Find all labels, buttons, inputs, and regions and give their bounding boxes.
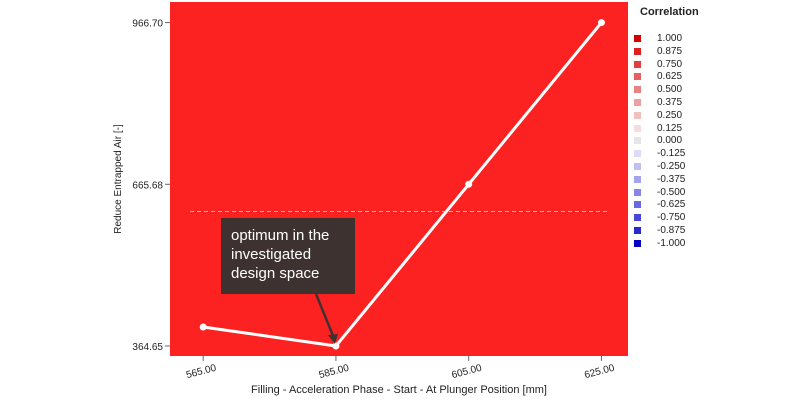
legend-swatch: [634, 239, 641, 247]
legend-label: 1.000: [657, 33, 683, 44]
legend-swatch: [634, 137, 641, 145]
legend-label: -0.125: [657, 148, 686, 160]
legend-label: 0.625: [657, 71, 683, 83]
legend-swatch: [634, 214, 641, 222]
legend-label: 0.500: [657, 84, 683, 96]
legend-swatch: [634, 188, 641, 196]
data-point: [332, 342, 340, 350]
legend-label: -0.500: [657, 186, 686, 198]
legend-swatch: [634, 201, 641, 209]
legend-label: -0.375: [657, 173, 686, 185]
data-point: [465, 180, 473, 188]
legend-label: 0.375: [657, 97, 683, 108]
legend-swatch: [634, 124, 641, 132]
y-tick-label: 364.65: [132, 342, 163, 353]
data-points: [199, 19, 605, 350]
legend-label: 0.000: [657, 135, 683, 147]
legend: Correlation 1.000 0.875 0.750 0.625 0.500 0.3…: [632, 0, 792, 260]
y-tick-label: 966.70: [132, 19, 163, 30]
data-point: [199, 323, 207, 331]
series-line: [202, 21, 603, 348]
x-tick-label: 625.00: [583, 363, 616, 382]
x-axis: 565.00 585.00 605.00 625.00: [185, 356, 616, 381]
legend-swatch: [634, 73, 641, 81]
legend-title: Correlation: [640, 6, 699, 18]
legend-swatch: [634, 35, 641, 42]
legend-label: 0.250: [657, 109, 683, 121]
data-point: [597, 19, 605, 27]
legend-label: -0.875: [657, 225, 686, 236]
legend-swatch: [634, 150, 641, 158]
legend-label: -0.250: [657, 161, 686, 172]
legend-label: -0.750: [657, 212, 686, 224]
x-axis-label: Filling - Acceleration Phase - Start - A…: [251, 384, 547, 396]
legend-label: 0.750: [657, 58, 683, 70]
legend-swatch: [634, 227, 641, 234]
legend-swatch: [634, 99, 641, 106]
y-axis: 364.65 665.68 966.70: [132, 19, 170, 353]
legend-swatch: [634, 163, 641, 170]
y-tick-label: 665.68: [132, 180, 163, 191]
legend-label: 0.125: [657, 122, 683, 134]
legend-label: -0.625: [657, 199, 686, 211]
x-tick-label: 585.00: [318, 363, 351, 382]
arrow-head: [327, 333, 338, 344]
legend-label: 0.875: [657, 45, 683, 57]
legend-label: -1.000: [657, 237, 686, 249]
legend-swatch: [634, 86, 641, 94]
legend-swatch: [634, 60, 641, 68]
annotation-arrow: [314, 293, 338, 344]
arrow-shaft: [314, 293, 336, 339]
annotation-callout: optimum in the investigated design space: [221, 218, 355, 294]
legend-swatch: [634, 175, 641, 183]
legend-swatch: [634, 111, 641, 119]
plot-area: [170, 2, 628, 356]
x-tick-label: 565.00: [185, 363, 218, 382]
x-tick-label: 605.00: [451, 363, 484, 382]
y-axis-label: Reduce Entrapped Air [-]: [113, 124, 124, 234]
legend-swatch: [634, 47, 641, 55]
